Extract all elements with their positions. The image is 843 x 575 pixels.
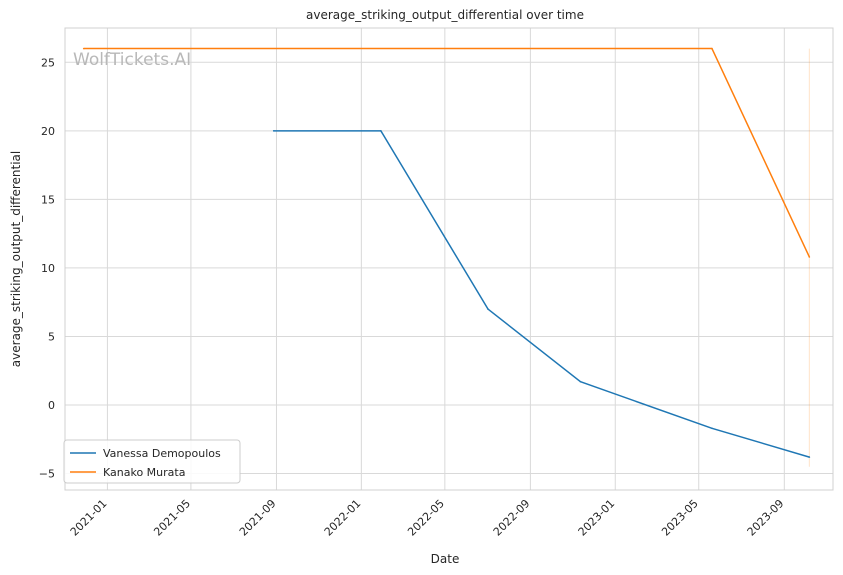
y-tick-label: 5 bbox=[48, 330, 55, 343]
legend: Vanessa Demopoulos Kanako Murata bbox=[63, 439, 241, 484]
series-line-vanessa-demopoulos bbox=[273, 130, 810, 458]
grid-lines bbox=[65, 28, 833, 490]
data-point-kanako-murata bbox=[808, 256, 811, 258]
chart-title: average_striking_output_differential ove… bbox=[306, 8, 584, 22]
data-point-kanako-murata bbox=[82, 47, 85, 50]
y-tick-label: 25 bbox=[41, 56, 55, 69]
y-tick-label: −5 bbox=[39, 468, 55, 481]
watermark-text: WolfTickets.AI bbox=[73, 50, 191, 70]
data-point-vanessa-demopoulos bbox=[380, 130, 382, 132]
legend-label-vanessa-demopoulos: Vanessa Demopoulos bbox=[103, 447, 221, 460]
series-layer bbox=[82, 47, 811, 458]
y-axis-tick-labels: −5 0 5 10 15 20 25 bbox=[39, 56, 55, 480]
y-tick-label: 20 bbox=[41, 125, 55, 138]
data-point-vanessa-demopoulos bbox=[272, 130, 275, 132]
plot-area-frame bbox=[64, 27, 834, 491]
data-point-vanessa-demopoulos bbox=[579, 380, 582, 383]
y-tick-label: 0 bbox=[48, 399, 55, 412]
legend-box bbox=[63, 439, 241, 484]
data-point-vanessa-demopoulos bbox=[711, 427, 713, 430]
y-axis-label: average_striking_output_differential bbox=[9, 151, 23, 367]
data-point-kanako-murata bbox=[711, 47, 713, 50]
y-tick-label: 10 bbox=[41, 262, 55, 275]
y-tick-label: 15 bbox=[41, 193, 55, 206]
data-point-vanessa-demopoulos bbox=[808, 456, 811, 458]
x-axis-label: Date bbox=[431, 552, 460, 566]
data-point-vanessa-demopoulos bbox=[487, 308, 489, 310]
legend-label-kanako-murata: Kanako Murata bbox=[103, 466, 185, 479]
